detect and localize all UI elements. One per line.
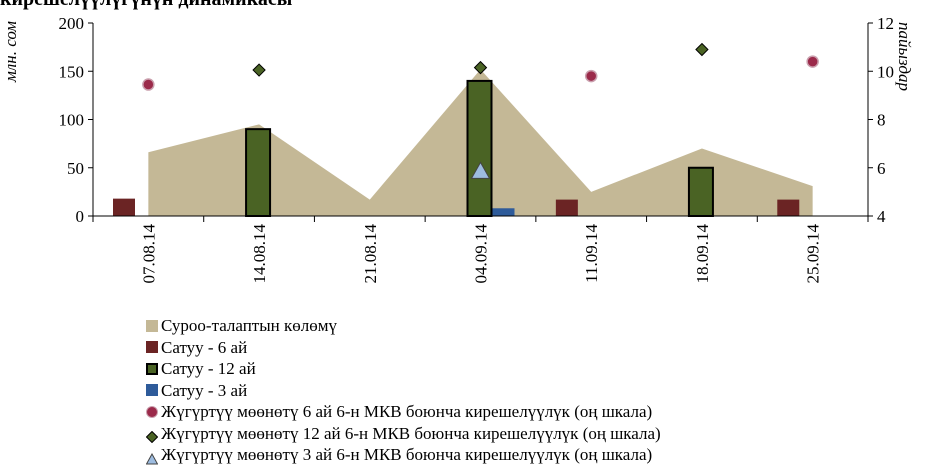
- x-tick-label-0: 07.08.14: [139, 224, 158, 284]
- bar-sale-6m-6: [777, 199, 800, 216]
- legend-swatch-0: [146, 319, 158, 332]
- marker-yield-12m-1: [252, 63, 266, 77]
- chart-title-fragment: кирешелүүлүгүнүн динамикасы: [0, 0, 292, 11]
- x-tick-label-2: 21.08.14: [361, 224, 380, 284]
- y-right-tick-label-3: 10: [877, 62, 894, 81]
- x-tick-label-1: 14.08.14: [250, 224, 269, 284]
- legend: Суроо-талаптын көлөмү Сатуу - 6 ай Сатуу -…: [145, 315, 661, 466]
- legend-label-3: Сатуу - 3 ай: [161, 380, 248, 400]
- x-tick-label-6: 25.09.14: [804, 224, 823, 284]
- bar-sale-6m-0: [113, 198, 135, 216]
- y-axis-right-label: пайыздар: [895, 22, 914, 92]
- legend-item-1: Сатуу - 6 ай: [146, 337, 661, 359]
- marker-yield-6m-6: [806, 55, 819, 68]
- x-tick-label-5: 18.09.14: [693, 224, 712, 284]
- legend-item-6: Жүгүртүү мөөнөтү 3 ай 6-н МКВ боюнча кир…: [145, 444, 661, 466]
- marker-yield-6m-0: [142, 78, 155, 91]
- y-left-tick-label-4: 200: [59, 14, 85, 33]
- legend-swatch-2: [146, 362, 158, 375]
- y-right-tick-label-2: 8: [877, 111, 886, 130]
- y-right-tick-label-1: 6: [877, 159, 886, 178]
- marker-yield-3m-3: [470, 161, 491, 179]
- y-axis-left-label: млн. сом: [1, 20, 20, 82]
- marker-yield-12m-3: [473, 60, 488, 75]
- legend-item-3: Сатуу - 3 ай: [146, 380, 661, 402]
- x-tick-label-3: 04.09.14: [472, 224, 491, 284]
- bar-sale-12m-5: [687, 166, 714, 217]
- x-tick-label-4: 11.09.14: [582, 224, 601, 283]
- marker-yield-6m-4: [584, 69, 598, 83]
- bar-sale-3m-3: [492, 208, 515, 216]
- marker-yield-12m-5: [695, 42, 709, 57]
- legend-label-1: Сатуу - 6 ай: [161, 337, 248, 357]
- legend-item-4: Жүгүртүү мөөнөтү 6 ай 6-н МКВ боюнча кир…: [146, 401, 661, 423]
- bar-sale-6m-4: [555, 199, 578, 216]
- y-left-tick-label-1: 50: [67, 159, 84, 178]
- legend-swatch-5: [145, 427, 159, 444]
- y-right-tick-label-0: 4: [877, 207, 886, 226]
- legend-swatch-4: [146, 405, 158, 418]
- legend-swatch-3: [146, 384, 158, 397]
- legend-label-0: Суроо-талаптын көлөмү: [161, 316, 338, 335]
- y-left-tick-label-3: 150: [59, 62, 85, 81]
- legend-swatch-1: [146, 341, 158, 354]
- bar-sale-12m-3: [466, 79, 493, 218]
- legend-label-6: Жүгүртүү мөөнөтү 3 ай 6-н МКВ боюнча кир…: [161, 445, 653, 464]
- legend-label-2: Сатуу - 12 ай: [161, 359, 256, 378]
- y-left-tick-label-0: 0: [76, 207, 85, 226]
- y-left-tick-label-2: 100: [59, 111, 85, 130]
- legend-item-5: Жүгүртүү мөөнөтү 12 ай 6-н МКВ боюнча ки…: [145, 423, 661, 445]
- legend-item-2: Сатуу - 12 ай: [146, 358, 661, 380]
- y-right-tick-label-4: 12: [877, 14, 894, 33]
- legend-label-4: Жүгүртүү мөөнөтү 6 ай 6-н МКВ боюнча кир…: [161, 402, 653, 421]
- bar-sale-12m-1: [245, 128, 272, 217]
- legend-swatch-6: [145, 449, 159, 465]
- legend-label-5: Жүгүртүү мөөнөтү 12 ай 6-н МКВ боюнча ки…: [161, 423, 661, 443]
- legend-item-0: Суроо-талаптын көлөмү: [146, 315, 661, 337]
